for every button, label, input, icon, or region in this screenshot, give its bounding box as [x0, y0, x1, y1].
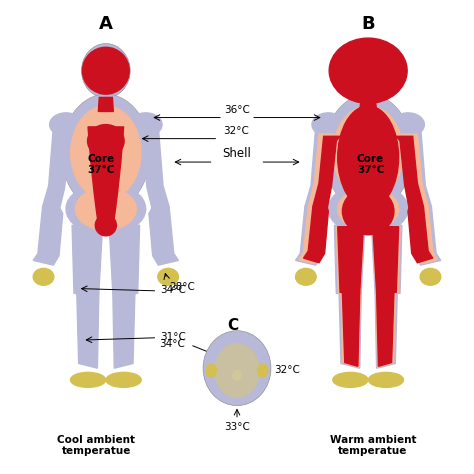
- Ellipse shape: [82, 44, 130, 98]
- Polygon shape: [359, 97, 377, 111]
- Polygon shape: [72, 225, 102, 296]
- Text: 32°C: 32°C: [223, 126, 249, 137]
- Ellipse shape: [203, 331, 271, 406]
- Ellipse shape: [215, 344, 259, 397]
- Polygon shape: [376, 292, 395, 367]
- Polygon shape: [308, 134, 335, 210]
- Ellipse shape: [75, 188, 137, 230]
- Polygon shape: [377, 292, 394, 366]
- Polygon shape: [373, 227, 399, 294]
- Polygon shape: [113, 293, 135, 368]
- Text: 33°C: 33°C: [224, 422, 250, 432]
- Ellipse shape: [50, 113, 82, 137]
- Polygon shape: [299, 207, 324, 264]
- Ellipse shape: [344, 44, 392, 98]
- Ellipse shape: [233, 370, 241, 380]
- Text: 31°C: 31°C: [160, 332, 186, 342]
- Polygon shape: [88, 127, 124, 235]
- Ellipse shape: [82, 47, 129, 94]
- Polygon shape: [375, 293, 397, 368]
- Ellipse shape: [71, 106, 141, 200]
- Polygon shape: [149, 207, 178, 265]
- Polygon shape: [337, 227, 364, 295]
- Ellipse shape: [206, 364, 217, 377]
- Polygon shape: [97, 97, 115, 111]
- Text: B: B: [361, 15, 375, 33]
- Ellipse shape: [106, 373, 141, 387]
- Polygon shape: [372, 225, 402, 296]
- Ellipse shape: [392, 113, 424, 137]
- Ellipse shape: [329, 38, 407, 103]
- Ellipse shape: [257, 364, 268, 377]
- Ellipse shape: [95, 215, 117, 236]
- Text: Core
37°C: Core 37°C: [357, 154, 384, 175]
- Polygon shape: [43, 127, 74, 211]
- Polygon shape: [77, 293, 99, 368]
- Ellipse shape: [333, 373, 368, 387]
- Text: Core
37°C: Core 37°C: [88, 154, 115, 175]
- Ellipse shape: [88, 125, 124, 157]
- Polygon shape: [98, 97, 113, 111]
- Polygon shape: [305, 127, 337, 211]
- Polygon shape: [296, 207, 325, 265]
- Text: Warm ambient
temperatue: Warm ambient temperatue: [329, 435, 416, 456]
- Ellipse shape: [324, 94, 413, 211]
- Polygon shape: [402, 134, 428, 210]
- Polygon shape: [342, 292, 360, 366]
- Polygon shape: [341, 292, 360, 367]
- Polygon shape: [339, 293, 361, 368]
- Polygon shape: [396, 137, 423, 210]
- Text: 36°C: 36°C: [224, 105, 250, 115]
- Polygon shape: [373, 227, 400, 295]
- Text: C: C: [227, 318, 238, 333]
- Text: Shell: Shell: [223, 147, 251, 160]
- Polygon shape: [137, 127, 169, 211]
- Text: 28°C: 28°C: [169, 282, 195, 292]
- Ellipse shape: [312, 113, 345, 137]
- Text: 34°C: 34°C: [160, 339, 185, 349]
- Polygon shape: [360, 97, 377, 111]
- Text: A: A: [99, 15, 113, 33]
- Ellipse shape: [66, 183, 146, 235]
- Polygon shape: [411, 207, 441, 265]
- Ellipse shape: [337, 106, 399, 209]
- Polygon shape: [400, 127, 431, 211]
- Ellipse shape: [328, 183, 408, 235]
- Polygon shape: [413, 207, 438, 264]
- Ellipse shape: [333, 106, 403, 200]
- Polygon shape: [303, 207, 328, 263]
- Ellipse shape: [342, 188, 394, 235]
- Polygon shape: [313, 137, 340, 210]
- Polygon shape: [109, 225, 139, 296]
- Ellipse shape: [129, 113, 162, 137]
- Polygon shape: [335, 225, 365, 296]
- Ellipse shape: [368, 373, 403, 387]
- Polygon shape: [33, 207, 63, 265]
- Polygon shape: [408, 207, 433, 263]
- Ellipse shape: [71, 373, 106, 387]
- Ellipse shape: [337, 188, 399, 230]
- Text: 32°C: 32°C: [274, 365, 301, 374]
- Ellipse shape: [61, 94, 150, 211]
- Polygon shape: [337, 227, 364, 294]
- Text: Cool ambient
temperatue: Cool ambient temperatue: [57, 435, 136, 456]
- Ellipse shape: [158, 268, 178, 285]
- Ellipse shape: [296, 268, 316, 285]
- Ellipse shape: [33, 268, 54, 285]
- Ellipse shape: [420, 268, 441, 285]
- Text: 34°C: 34°C: [160, 285, 186, 295]
